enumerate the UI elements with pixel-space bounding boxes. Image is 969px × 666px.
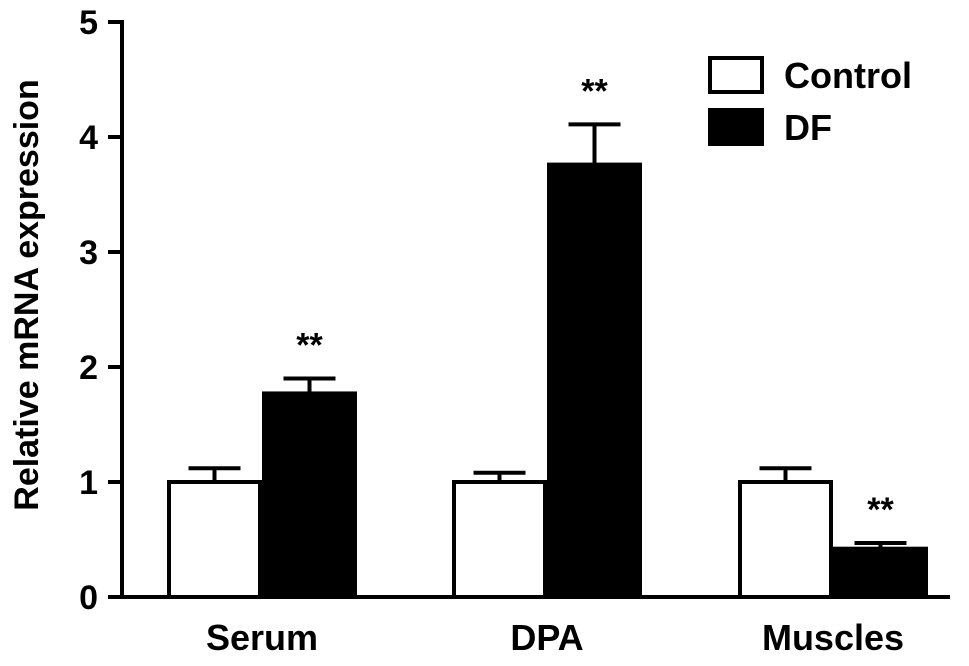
bar-control	[738, 480, 833, 599]
significance-marker: **	[581, 72, 608, 110]
y-tick-label: 0	[79, 579, 98, 617]
y-tick-label: 1	[79, 464, 98, 502]
error-bars	[188, 122, 907, 549]
legend-label: DF	[784, 107, 832, 148]
significance-markers: ** ** **	[296, 72, 894, 529]
significance-marker: **	[867, 491, 894, 529]
y-tick-label: 3	[79, 234, 98, 272]
legend-swatch-df	[708, 108, 764, 146]
x-axis: Serum DPA Muscles	[120, 595, 950, 658]
x-category-label: DPA	[510, 617, 583, 658]
y-axis: 0 1 2 3 4 5	[79, 4, 124, 617]
y-tick-label: 4	[79, 119, 98, 157]
bar-df	[262, 391, 357, 600]
x-category-label: Serum	[206, 617, 318, 658]
legend-label: Control	[784, 55, 912, 96]
legend-swatch-control	[708, 56, 764, 94]
x-category-label: Muscles	[762, 617, 904, 658]
bars	[167, 162, 928, 600]
bar-df	[833, 546, 928, 600]
legend: Control DF	[708, 55, 912, 148]
bar-control	[452, 480, 547, 599]
y-tick-label: 5	[79, 4, 98, 42]
bar-df	[547, 162, 642, 599]
y-axis-title: Relative mRNA expression	[8, 79, 46, 510]
significance-marker: **	[296, 327, 323, 365]
y-tick-label: 2	[79, 349, 98, 387]
bar-control	[167, 480, 262, 599]
